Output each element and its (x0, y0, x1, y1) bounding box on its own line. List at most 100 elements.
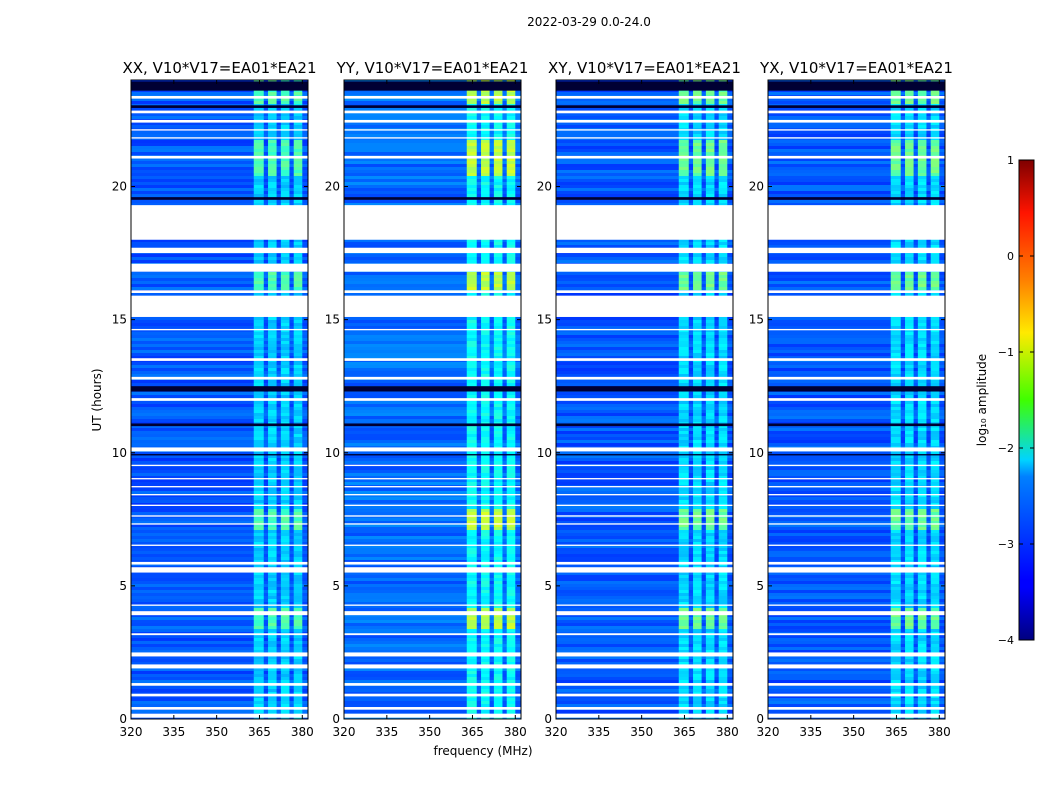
texture-row (344, 521, 521, 524)
rfi-channel (678, 614, 689, 617)
rfi-channel (917, 293, 927, 296)
rfi-channel (693, 578, 702, 581)
rfi-channel (293, 140, 303, 143)
rfi-channel (493, 443, 503, 446)
texture-row (556, 434, 733, 437)
texture-row (131, 404, 308, 407)
texture-row (131, 131, 308, 134)
texture-row (768, 686, 945, 689)
texture-row (768, 326, 945, 329)
rfi-channel (917, 452, 927, 455)
rfi-channel (718, 167, 728, 170)
rfi-channel (917, 317, 927, 320)
rfi-channel (718, 278, 728, 281)
texture-row (131, 242, 308, 245)
texture-row (131, 638, 308, 641)
rfi-channel (705, 101, 715, 104)
rfi-channel (280, 629, 290, 632)
rfi-channel (718, 458, 728, 461)
rfi-channel (466, 392, 477, 395)
rfi-channel (718, 326, 728, 329)
texture-row (131, 188, 308, 191)
texture-row (768, 677, 945, 680)
rfi-channel (678, 431, 689, 434)
rfi-channel (506, 320, 516, 323)
texture-row (768, 530, 945, 533)
x-tick-label: 365 (461, 725, 484, 739)
rfi-channel (917, 347, 927, 350)
texture-row (131, 698, 308, 701)
rfi-channel (506, 557, 516, 560)
rfi-channel (280, 122, 290, 125)
texture-row (556, 278, 733, 281)
rfi-channel (917, 461, 927, 464)
texture-row (768, 668, 945, 671)
texture-row (344, 677, 521, 680)
rfi-channel (466, 710, 477, 713)
rfi-channel (253, 557, 264, 560)
data-gap (344, 652, 521, 657)
texture-row (556, 107, 733, 110)
rfi-channel (280, 608, 290, 611)
panel-frame (130, 79, 309, 720)
rfi-channel (481, 425, 490, 428)
texture-row (556, 173, 733, 176)
rfi-channel (293, 341, 303, 344)
rfi-channel (678, 623, 689, 626)
rfi-channel (268, 578, 277, 581)
rfi-channel (466, 92, 477, 95)
rfi-channel (905, 638, 914, 641)
texture-row (768, 107, 945, 110)
rfi-channel (280, 461, 290, 464)
data-gap (768, 713, 945, 718)
texture-row (768, 587, 945, 590)
texture-row (131, 677, 308, 680)
rfi-channel (253, 668, 264, 671)
rfi-channel (506, 614, 516, 617)
rfi-channel (293, 584, 303, 587)
texture-row (556, 455, 733, 458)
texture-row (556, 533, 733, 536)
rfi-channel (678, 689, 689, 692)
rfi-channel (705, 503, 715, 506)
rfi-channel (890, 335, 901, 338)
rfi-channel (293, 692, 303, 695)
rfi-channel (253, 494, 264, 497)
rfi-channel (678, 542, 689, 545)
texture-row (768, 254, 945, 257)
rfi-channel (253, 272, 264, 275)
rfi-channel (905, 530, 914, 533)
rfi-channel (718, 419, 728, 422)
rfi-channel (268, 116, 277, 119)
texture-row (131, 506, 308, 509)
rfi-channel (481, 179, 490, 182)
texture-row (556, 506, 733, 509)
rfi-channel (678, 482, 689, 485)
rfi-channel (268, 710, 277, 713)
rfi-channel (268, 455, 277, 458)
rfi-channel (466, 149, 477, 152)
rfi-channel (678, 101, 689, 104)
x-tick-label: 380 (504, 725, 527, 739)
rfi-channel (693, 350, 702, 353)
data-gap (344, 664, 521, 669)
rfi-channel (253, 293, 264, 296)
rfi-channel (293, 374, 303, 377)
texture-row (556, 326, 733, 329)
rfi-channel (693, 557, 702, 560)
rfi-channel (678, 287, 689, 290)
rfi-channel (493, 362, 503, 365)
texture-row (131, 179, 308, 182)
rfi-channel (466, 701, 477, 704)
rfi-channel (280, 617, 290, 620)
rfi-channel (930, 686, 940, 689)
rfi-channel (693, 428, 702, 431)
rfi-channel (693, 419, 702, 422)
texture-row (131, 674, 308, 677)
rfi-channel (466, 350, 477, 353)
rfi-channel (268, 416, 277, 419)
x-tick-label: 335 (799, 725, 822, 739)
rfi-channel (280, 542, 290, 545)
texture-row (768, 122, 945, 125)
rfi-channel (678, 152, 689, 155)
